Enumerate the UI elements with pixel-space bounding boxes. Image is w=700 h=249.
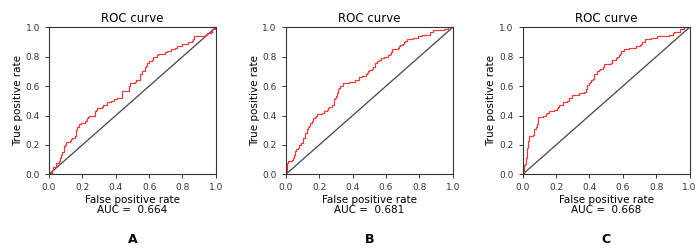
Text: B: B xyxy=(365,233,374,246)
X-axis label: False positive rate: False positive rate xyxy=(85,195,180,205)
Text: A: A xyxy=(127,233,137,246)
X-axis label: False positive rate: False positive rate xyxy=(322,195,416,205)
Y-axis label: True positive rate: True positive rate xyxy=(486,55,496,146)
Text: AUC =  0.681: AUC = 0.681 xyxy=(334,205,405,215)
X-axis label: False positive rate: False positive rate xyxy=(559,195,654,205)
Text: AUC =  0.664: AUC = 0.664 xyxy=(97,205,167,215)
Title: ROC curve: ROC curve xyxy=(338,12,400,25)
Text: AUC =  0.668: AUC = 0.668 xyxy=(571,205,641,215)
Text: C: C xyxy=(601,233,610,246)
Y-axis label: True positive rate: True positive rate xyxy=(250,55,260,146)
Title: ROC curve: ROC curve xyxy=(575,12,638,25)
Title: ROC curve: ROC curve xyxy=(101,12,164,25)
Y-axis label: True positive rate: True positive rate xyxy=(13,55,23,146)
